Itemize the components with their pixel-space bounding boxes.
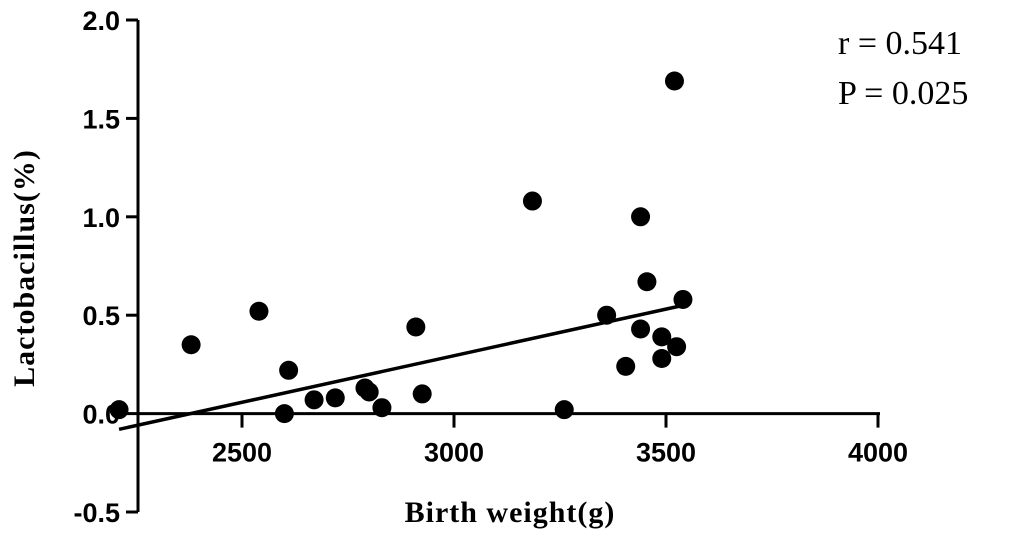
data-points <box>109 71 693 424</box>
data-point <box>522 191 542 211</box>
data-point <box>279 360 299 380</box>
y-tick-label: -0.5 <box>73 498 120 528</box>
data-point <box>631 207 651 227</box>
data-point <box>325 388 345 408</box>
y-tick-label: 0.5 <box>82 301 120 331</box>
y-tick-label: 2.0 <box>82 6 120 36</box>
data-point <box>637 272 657 292</box>
data-point <box>274 404 294 424</box>
p-value-annotation: P = 0.025 <box>838 75 968 112</box>
data-point <box>109 400 129 420</box>
x-tick-label: 3000 <box>424 438 484 468</box>
y-tick-label: 1.0 <box>82 203 120 233</box>
regression-line-group <box>118 303 684 432</box>
data-point <box>597 305 617 325</box>
data-point <box>406 317 426 337</box>
regression-line <box>118 303 684 432</box>
data-point <box>616 356 636 376</box>
axes <box>136 20 880 512</box>
y-axis-ticks: -0.50.00.51.01.52.0 <box>73 6 138 528</box>
data-point <box>412 384 432 404</box>
x-tick-label: 3500 <box>636 438 696 468</box>
y-tick-label: 1.5 <box>82 104 120 134</box>
x-axis-ticks: 2500 3000 3500 4000 <box>212 413 908 468</box>
x-axis-title: Birth weight(g) <box>405 496 616 529</box>
data-point <box>554 400 574 420</box>
x-tick-label: 4000 <box>848 438 908 468</box>
data-point <box>249 301 269 321</box>
data-point <box>673 289 693 309</box>
y-axis-title: Lactobacillus(%) <box>8 149 41 387</box>
data-point <box>359 382 379 402</box>
data-point <box>181 335 201 355</box>
data-point <box>304 390 324 410</box>
data-point <box>664 71 684 91</box>
data-point <box>631 319 651 339</box>
x-tick-label: 2500 <box>212 438 272 468</box>
data-point <box>667 337 687 357</box>
data-point <box>372 398 392 418</box>
correlation-annotation: r = 0.541 <box>838 25 962 62</box>
data-point <box>652 348 672 368</box>
data-point <box>652 327 672 347</box>
